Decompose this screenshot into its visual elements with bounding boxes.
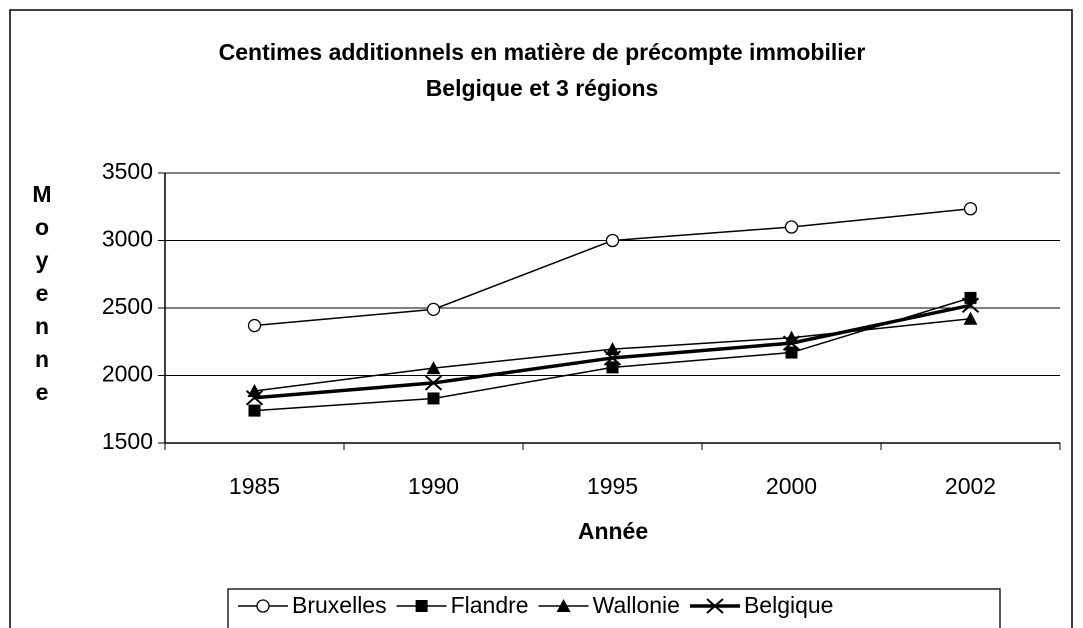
marker [961, 297, 980, 314]
marker [247, 318, 262, 333]
marker [245, 390, 264, 406]
x-tick-label: 1985 [229, 473, 280, 499]
y-tick-label: 3000 [102, 226, 153, 252]
y-tick-label: 1500 [102, 428, 153, 454]
x-tick-label: 1995 [587, 473, 638, 499]
marker [426, 361, 441, 375]
x-tick-label: 2002 [945, 473, 996, 499]
y-tick-label: 2500 [102, 293, 153, 319]
marker [963, 311, 978, 325]
marker [964, 291, 977, 304]
marker [963, 202, 978, 216]
legend-box [227, 588, 1001, 628]
marker [606, 361, 619, 374]
marker [603, 350, 622, 366]
marker [784, 220, 799, 234]
marker [605, 233, 620, 248]
legend-marker [415, 600, 428, 612]
legend-marker [706, 598, 724, 614]
marker [427, 392, 440, 405]
x-axis-label: Année [578, 518, 648, 544]
legend-label: Belgique [744, 592, 834, 618]
marker [782, 335, 801, 351]
marker [605, 342, 620, 356]
y-tick-label: 3500 [102, 158, 153, 184]
marker [785, 346, 798, 359]
chart-border [9, 9, 1073, 628]
chart-title: Centimes additionnels en matière de préc… [219, 39, 866, 65]
x-tick-label: 1990 [408, 473, 459, 499]
marker [426, 302, 441, 317]
x-tick-label: 2000 [766, 473, 817, 499]
legend-label: Flandre [451, 592, 529, 618]
legend-marker [256, 599, 270, 613]
y-tick-label: 2000 [102, 361, 153, 387]
marker [248, 404, 261, 417]
legend-marker [556, 599, 571, 612]
chart-subtitle: Belgique et 3 régions [426, 75, 659, 101]
legend-label: Bruxelles [292, 592, 387, 618]
marker [424, 375, 443, 391]
legend-label: Wallonie [593, 592, 680, 618]
